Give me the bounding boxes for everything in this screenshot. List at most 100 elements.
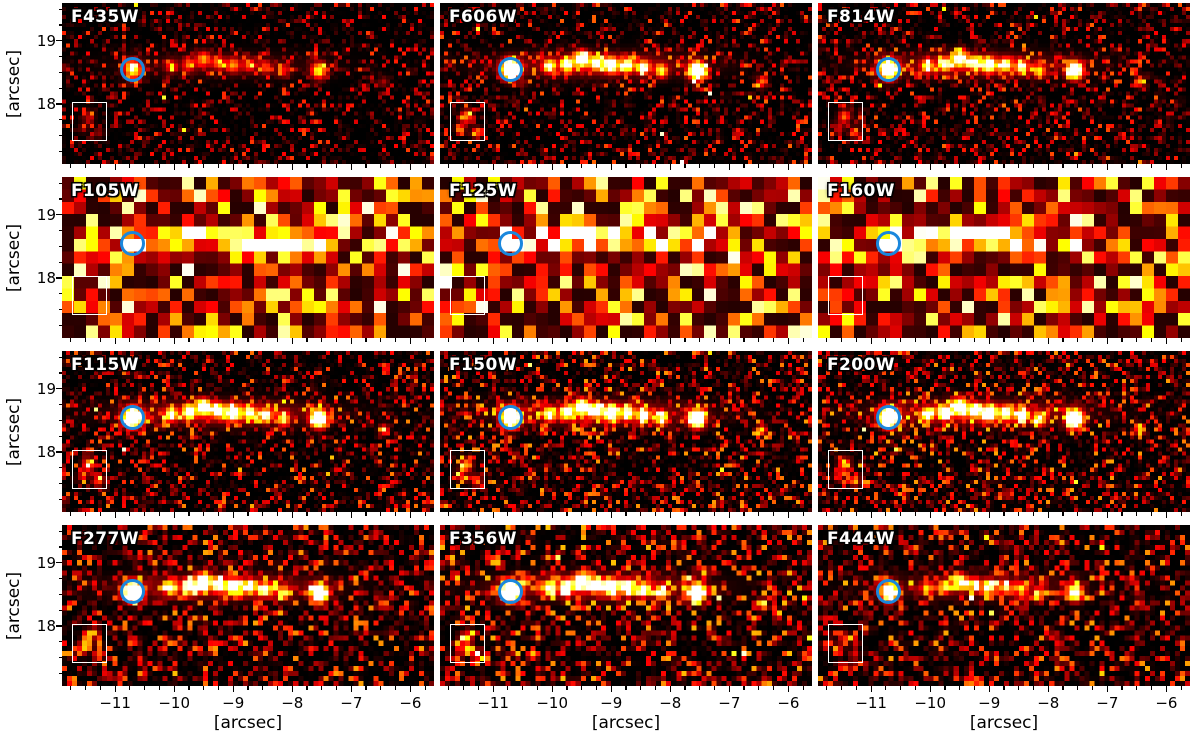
x-tick [787, 338, 789, 344]
x-tick [1062, 512, 1064, 516]
x-tick [973, 686, 976, 690]
x-tick [773, 338, 775, 342]
x-tick [522, 338, 524, 342]
x-tick [713, 512, 716, 516]
x-tick [365, 164, 367, 168]
y-axis-label: [arcsec] [4, 49, 24, 119]
x-tick [743, 164, 745, 168]
x-tick [247, 338, 249, 342]
x-tick [70, 338, 72, 342]
x-tick [203, 512, 205, 516]
y-tick-label: 19 [36, 379, 56, 398]
reference-box-marker [828, 276, 864, 316]
cutout-image-f814w [818, 3, 1190, 164]
y-tick [58, 546, 62, 548]
x-tick-label: −10 [536, 694, 569, 712]
x-tick [914, 686, 917, 690]
x-tick [477, 512, 479, 516]
x-tick-label: −6 [1155, 694, 1178, 712]
x-tick [1018, 686, 1020, 690]
x-axis-label: [arcsec] [969, 713, 1039, 733]
panel-f444w: F444W [818, 525, 1190, 692]
x-tick [203, 686, 205, 690]
x-tick [262, 164, 264, 168]
x-tick-label: −6 [777, 694, 800, 712]
x-tick [158, 512, 161, 516]
x-tick [232, 164, 234, 170]
cutout-image-f277w [62, 525, 434, 686]
x-tick [841, 512, 843, 516]
x-tick [1165, 164, 1167, 170]
x-tick [536, 512, 539, 516]
x-tick [743, 686, 745, 690]
x-tick [1077, 338, 1079, 342]
x-tick [477, 338, 479, 342]
x-tick [291, 686, 293, 692]
x-tick [262, 338, 264, 342]
x-tick [1091, 686, 1094, 690]
x-tick [595, 512, 598, 516]
x-tick [758, 164, 760, 168]
x-tick [728, 338, 730, 344]
x-tick [1136, 512, 1138, 516]
x-tick [1003, 686, 1005, 690]
x-tick [841, 338, 843, 342]
source-circle-marker [120, 404, 146, 430]
x-tick [217, 686, 220, 690]
x-tick [232, 512, 234, 518]
x-tick [826, 512, 828, 516]
x-tick [773, 164, 775, 168]
x-tick-label: −8 [1037, 694, 1060, 712]
x-tick-label: −7 [340, 694, 363, 712]
x-tick [684, 164, 686, 168]
x-tick [610, 512, 612, 518]
x-tick-label: −7 [1096, 694, 1119, 712]
x-tick [841, 686, 843, 690]
x-tick [595, 164, 598, 168]
x-tick [424, 164, 426, 168]
x-tick [424, 512, 426, 516]
cutout-image-f105w [62, 177, 434, 338]
x-tick [743, 338, 745, 342]
x-tick [885, 164, 887, 168]
x-tick [1151, 338, 1153, 342]
x-tick [395, 164, 397, 168]
x-tick [713, 686, 716, 690]
x-tick [448, 686, 450, 690]
x-tick [232, 686, 234, 692]
x-tick [409, 686, 411, 692]
x-tick [885, 686, 887, 690]
x-tick [870, 686, 872, 692]
source-circle-marker [120, 56, 146, 82]
filter-label: F435W [71, 7, 139, 27]
reference-box-marker [72, 450, 108, 490]
y-axis-label: [arcsec] [4, 571, 24, 641]
x-tick [1151, 686, 1153, 690]
filter-label: F200W [827, 355, 895, 375]
x-tick [1121, 512, 1123, 516]
x-tick [914, 164, 917, 168]
y-tick [58, 498, 62, 500]
x-tick [973, 164, 976, 168]
x-tick [335, 164, 338, 168]
x-tick [885, 338, 887, 342]
x-tick [914, 338, 917, 342]
x-tick [654, 164, 657, 168]
source-circle-marker [120, 230, 146, 256]
x-tick [114, 338, 116, 344]
x-tick [1003, 512, 1005, 516]
x-tick [684, 512, 686, 516]
cutout-image-f125w [440, 177, 812, 338]
x-tick [158, 338, 161, 342]
x-tick [463, 686, 465, 690]
x-tick [306, 164, 308, 168]
x-tick [262, 512, 264, 516]
filter-label: F277W [71, 529, 139, 549]
x-tick [595, 686, 598, 690]
x-tick [625, 338, 627, 342]
x-tick [566, 512, 568, 516]
x-tick [1165, 512, 1167, 518]
x-tick [188, 338, 190, 342]
x-tick [1136, 164, 1138, 168]
x-tick [713, 164, 716, 168]
